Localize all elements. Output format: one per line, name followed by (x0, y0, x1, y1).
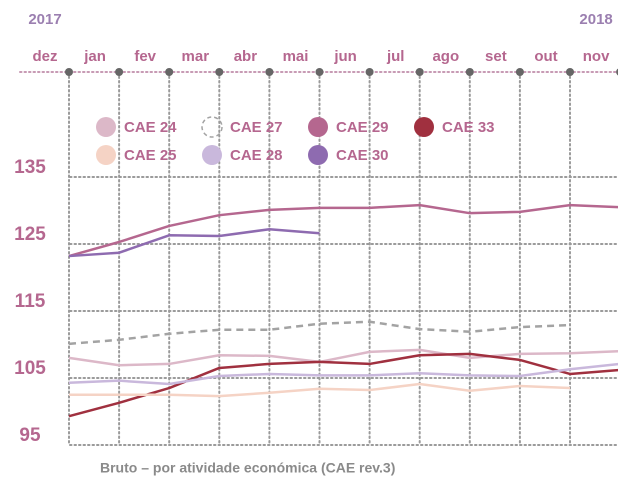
y-tick-label: 125 (14, 224, 46, 245)
year-label: 2017 (28, 11, 61, 28)
series-line (68, 203, 618, 258)
legend-label: CAE 27 (230, 119, 283, 136)
legend-swatch (308, 117, 328, 137)
x-tick-label: abr (234, 48, 258, 65)
legend-label: CAE 25 (124, 147, 177, 164)
year-label: 2018 (579, 11, 612, 28)
y-tick-label: 115 (15, 291, 46, 312)
legend-swatch (308, 145, 328, 165)
y-tick-label: 105 (14, 358, 46, 379)
legend-label: CAE 30 (336, 147, 389, 164)
legend-label: CAE 29 (336, 119, 389, 136)
legend-label: CAE 33 (442, 119, 495, 136)
x-tick-label: set (485, 48, 507, 65)
footnote: Bruto – por atividade económica (CAE rev… (100, 460, 395, 476)
timeline-dot (515, 68, 524, 76)
y-tick-label: 135 (14, 157, 46, 178)
timeline-dot (165, 68, 174, 76)
x-tick-label: mai (283, 48, 309, 65)
series-line (68, 348, 618, 367)
series-line (68, 352, 618, 418)
legend-swatch (201, 116, 223, 138)
legend-swatch (414, 117, 434, 137)
legend-swatch (96, 145, 116, 165)
x-tick-label: mar (182, 48, 210, 65)
legend-swatch (96, 117, 116, 137)
timeline-dot (415, 68, 424, 76)
x-tick-label: ago (432, 48, 459, 65)
timeline-dot (566, 68, 574, 76)
legend-label: CAE 28 (230, 147, 283, 164)
timeline-dot (65, 68, 73, 76)
timeline-dot (365, 68, 374, 76)
timeline-dot (315, 68, 324, 76)
x-tick-label: nov (583, 48, 610, 65)
x-tick-label: jun (333, 48, 357, 65)
timeline-dot (115, 68, 124, 76)
series-line (69, 382, 571, 398)
timeline-dot (215, 68, 224, 76)
x-tick-label: jul (386, 48, 405, 65)
series-line (68, 228, 320, 258)
x-tick-label: out (534, 48, 557, 65)
x-tick-label: dez (32, 48, 57, 65)
timeline-dot (265, 68, 274, 76)
legend-swatch (202, 145, 222, 165)
y-tick-label: 95 (19, 425, 41, 446)
legend-label: CAE 24 (124, 119, 177, 136)
x-tick-label: jan (83, 48, 106, 65)
timeline-dot (465, 68, 474, 76)
series-line (68, 362, 618, 386)
x-tick-label: fev (134, 48, 156, 65)
